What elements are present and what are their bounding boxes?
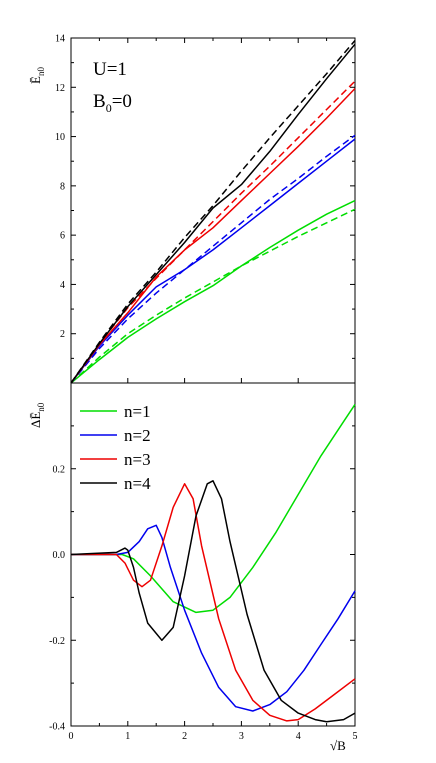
bottom-xlabel: √B: [330, 738, 346, 753]
annotation-b-sub: 0: [106, 101, 112, 115]
xtick-label: 5: [353, 731, 358, 742]
xtick-label: 0: [69, 731, 74, 742]
xtick-label: 3: [239, 731, 244, 742]
bottom-ytick-label: 0.2: [53, 464, 66, 475]
legend-label-n4: n=4: [124, 474, 151, 493]
bottom-series-n1: [71, 403, 356, 614]
annotation-b0: B0=0: [93, 91, 132, 115]
top-ylabel: Ēn0: [28, 67, 46, 84]
legend-label-n2: n=2: [124, 426, 151, 445]
xtick-label: 4: [296, 731, 301, 742]
xtick-label: 1: [125, 731, 130, 742]
top-series-n2_solid: [70, 138, 356, 384]
legend-label-n1: n=1: [124, 402, 151, 421]
bottom-ylabel-sub: n0: [36, 402, 46, 412]
top-ylabel-main: Ē: [28, 76, 43, 84]
bottom-series-n4: [70, 480, 356, 723]
top-panel: 2 4 6 8 10 12 14 Ēn0 U=1 B0=0: [28, 34, 356, 384]
legend: n=1 n=2 n=3 n=4: [80, 402, 151, 493]
legend-label-n3: n=3: [124, 450, 151, 469]
top-ytick-label: 8: [60, 181, 65, 192]
bottom-ylabel-main: ΔĒ: [28, 412, 43, 428]
bottom-y-ticks: -0.4 -0.2 0.0 0.2: [49, 425, 355, 733]
top-series-n4_dashed: [70, 40, 356, 384]
bottom-x-ticks: 0 1 2 3 4 5: [69, 38, 358, 742]
top-series-n1_dashed: [70, 208, 356, 384]
top-series-n1_solid: [70, 199, 356, 384]
top-ytick-label: 12: [55, 83, 65, 94]
top-ytick-label: 10: [55, 132, 65, 143]
annotation-u: U=1: [93, 59, 127, 80]
top-y-ticks: 2 4 6 8 10 12 14: [55, 34, 355, 359]
annotation-b: B: [93, 91, 106, 112]
bottom-series-n3: [71, 483, 356, 722]
bottom-series: [70, 403, 356, 723]
bottom-series-n2: [71, 524, 356, 712]
top-ylabel-sub: n0: [36, 67, 46, 77]
top-series-n3_solid: [70, 87, 356, 384]
top-ytick-label: 6: [60, 231, 65, 242]
top-series-n4_solid: [70, 43, 356, 384]
top-series-n3_dashed: [70, 80, 356, 384]
top-ytick-label: 14: [55, 34, 65, 45]
bottom-ytick-label: -0.4: [49, 722, 65, 733]
top-series: [70, 40, 356, 384]
top-series-n2_dashed: [70, 134, 356, 384]
bottom-ytick-label: 0.0: [53, 550, 66, 561]
xtick-label: 2: [182, 731, 187, 742]
bottom-ylabel: ΔĒn0: [28, 402, 46, 428]
top-ytick-label: 4: [60, 280, 65, 291]
bottom-ytick-label: -0.2: [49, 636, 65, 647]
annotation-b-value: =0: [112, 91, 132, 112]
top-ytick-label: 2: [60, 329, 65, 340]
